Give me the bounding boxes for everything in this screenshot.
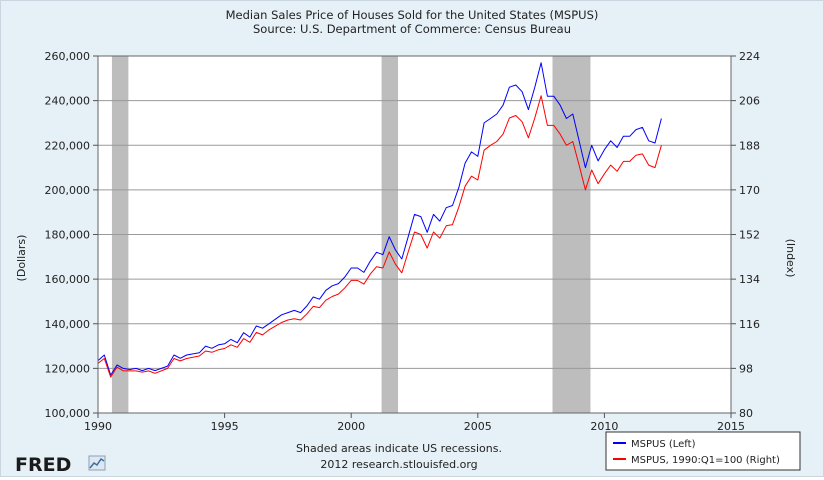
left-tick-label: 180,000 — [45, 229, 91, 242]
left-axis-label: (Dollars) — [15, 235, 28, 282]
right-tick-label: 170 — [739, 184, 760, 197]
fred-chart-icon — [88, 455, 106, 471]
legend: MSPUS (Left) MSPUS, 1990:Q1=100 (Right) — [605, 431, 801, 471]
right-tick-label: 98 — [739, 362, 753, 375]
right-tick-label: 134 — [739, 273, 760, 286]
right-tick-label: 152 — [739, 229, 760, 242]
source-url: 2012 research.stlouisfed.org — [320, 458, 477, 471]
right-axis-ticks: 80 98 116 134 152 170 188 206 224 — [731, 50, 760, 420]
left-tick-label: 100,000 — [45, 407, 91, 420]
series-line-mspus-right — [97, 95, 662, 378]
left-tick-label: 120,000 — [45, 362, 91, 375]
x-tick-label: 2000 — [337, 420, 365, 433]
right-tick-label: 224 — [739, 50, 760, 63]
right-tick-label: 206 — [739, 95, 760, 108]
left-tick-label: 140,000 — [45, 318, 91, 331]
x-tick-label: 1990 — [84, 420, 112, 433]
x-tick-label: 2010 — [590, 420, 618, 433]
right-tick-label: 188 — [739, 139, 760, 152]
x-tick-label: 2015 — [717, 420, 745, 433]
gridlines — [98, 100, 731, 369]
fred-logo-text: FRED — [15, 454, 71, 476]
chart-subtitle: Source: U.S. Department of Commerce: Cen… — [253, 22, 571, 36]
right-tick-label: 116 — [739, 318, 760, 331]
x-tick-label: 1995 — [211, 420, 239, 433]
x-tick-label: 2005 — [464, 420, 492, 433]
left-tick-label: 240,000 — [45, 95, 91, 108]
left-tick-label: 200,000 — [45, 184, 91, 197]
legend-label-mspus-right: MSPUS, 1990:Q1=100 (Right) — [631, 455, 780, 466]
left-tick-label: 260,000 — [45, 50, 91, 63]
left-axis-ticks: 100,000 120,000 140,000 160,000 180,000 200,0… — [45, 50, 98, 420]
series-lines — [97, 62, 662, 378]
right-tick-label: 80 — [739, 407, 753, 420]
fred-logo: FRED — [15, 454, 106, 476]
right-axis-label: (Index) — [784, 239, 797, 278]
recession-note: Shaded areas indicate US recessions. — [296, 442, 502, 455]
legend-label-mspus-left: MSPUS (Left) — [631, 439, 696, 450]
chart-title: Median Sales Price of Houses Sold for th… — [226, 8, 599, 22]
left-tick-label: 220,000 — [45, 139, 91, 152]
x-axis-ticks: 1990 1995 2000 2005 2010 2015 — [84, 413, 745, 433]
legend-box — [605, 431, 801, 471]
series-line-mspus-left — [97, 62, 662, 376]
left-tick-label: 160,000 — [45, 273, 91, 286]
